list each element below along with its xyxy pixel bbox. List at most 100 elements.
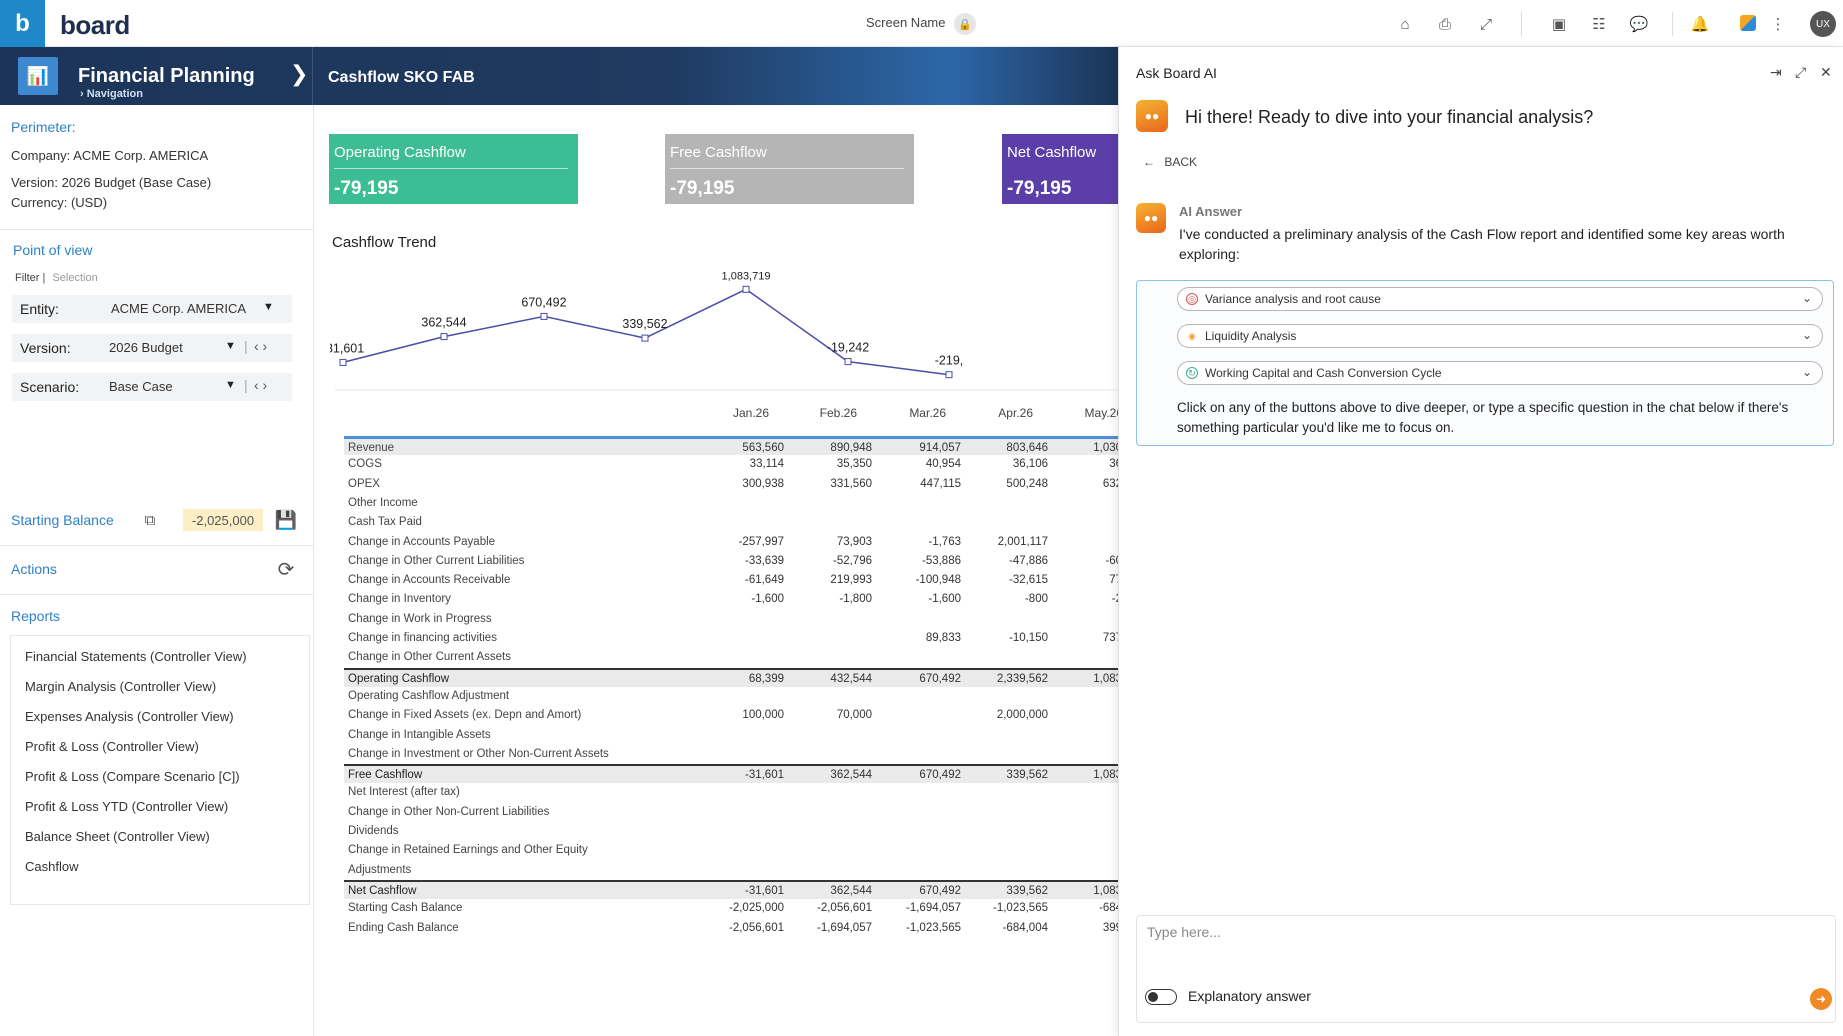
kpi-operating-cashflow[interactable]: Operating Cashflow -79,195 <box>329 134 578 204</box>
table-cell[interactable]: 40,954 <box>925 458 961 471</box>
refresh-icon[interactable]: ⟳ <box>277 558 295 581</box>
data-point[interactable] <box>742 285 750 293</box>
lock-icon[interactable]: 🔒 <box>954 13 976 35</box>
table-row[interactable]: Operating Cashflow Adjustment <box>344 687 1118 706</box>
report-link[interactable]: Profit & Loss (Compare Scenario [C]) <box>25 769 240 784</box>
option-variance-analysis[interactable]: ◎ Variance analysis and root cause ⌄ <box>1177 287 1823 311</box>
table-cell[interactable]: 2,000,000 <box>996 709 1048 722</box>
chat-input-box[interactable]: Type here... Explanatory answer ➜ <box>1136 915 1836 1023</box>
chart-app-icon[interactable]: 📊 <box>18 57 58 95</box>
report-link[interactable]: Cashflow <box>25 859 79 874</box>
table-row[interactable]: Change in Accounts Payable -257,997 73,903… <box>344 533 1138 552</box>
save-icon[interactable]: 💾 <box>274 509 298 530</box>
board-ai-icon[interactable] <box>1740 15 1756 31</box>
table-cell[interactable]: 68,399 <box>748 672 784 685</box>
table-row[interactable]: Ending Cash Balance -2,056,601 -1,694,057 -… <box>344 919 1138 938</box>
table-row[interactable]: Change in Retained Earnings and Other Eq… <box>344 841 1118 860</box>
tab-filter[interactable]: Filter <box>15 272 40 284</box>
entity-select[interactable]: Entity: ACME Corp. AMERICA ▼ <box>12 295 292 323</box>
table-cell[interactable]: 36,106 <box>1012 458 1048 471</box>
table-cell[interactable]: -2,056,601 <box>729 921 784 934</box>
tab-selection[interactable]: Selection <box>52 272 98 284</box>
table-cell[interactable]: -33,639 <box>744 554 784 567</box>
expand-icon[interactable]: ⤢ <box>1795 64 1807 80</box>
table-cell[interactable]: -684,004 <box>1002 921 1048 934</box>
table-cell[interactable]: 339,562 <box>1006 884 1048 897</box>
back-button[interactable]: ← BACK <box>1143 155 1197 169</box>
prev-next-icon[interactable]: ‹ › <box>254 338 268 354</box>
table-cell[interactable]: -47,886 <box>1008 554 1048 567</box>
kpi-free-cashflow[interactable]: Free Cashflow -79,195 <box>665 134 914 204</box>
print-icon[interactable]: ⎙ <box>1438 15 1451 33</box>
table-row[interactable]: Net Cashflow -31,601 362,544 670,492 339,562… <box>344 879 1138 899</box>
data-point[interactable] <box>641 334 649 342</box>
table-cell[interactable]: -1,800 <box>839 593 872 606</box>
table-row[interactable]: Revenue 563,560 890,948 914,057 803,646 1,030… <box>344 436 1138 455</box>
table-row[interactable]: Change in Intangible Assets <box>344 726 1118 745</box>
report-link[interactable]: Financial Statements (Controller View) <box>25 649 247 664</box>
table-cell[interactable]: -31,601 <box>744 884 784 897</box>
table-row[interactable]: Change in Other Current Assets <box>344 648 1118 667</box>
caret-down-icon[interactable]: ▼ <box>263 301 274 313</box>
table-cell[interactable]: -32,615 <box>1008 574 1048 587</box>
table-cell[interactable]: -61,649 <box>744 574 784 587</box>
fullscreen-icon[interactable]: ⤢ <box>1479 15 1492 33</box>
table-row[interactable]: Change in Work in Progress <box>344 610 1118 629</box>
table-cell[interactable]: -100,948 <box>915 574 961 587</box>
table-cell[interactable]: -1,694,057 <box>817 921 872 934</box>
table-cell[interactable]: 670,492 <box>919 672 961 685</box>
table-cell[interactable]: 35,350 <box>836 458 872 471</box>
table-row[interactable]: Change in Fixed Assets (ex. Depn and Amo… <box>344 706 1118 725</box>
caret-down-icon[interactable]: ▼ <box>225 379 236 391</box>
pin-icon[interactable]: ⇥ <box>1770 64 1782 80</box>
table-cell[interactable]: 331,560 <box>830 477 872 490</box>
send-arrow-icon[interactable]: ➜ <box>1810 988 1832 1010</box>
table-cell[interactable]: 362,544 <box>830 769 872 782</box>
version-select[interactable]: Version: 2026 Budget ▼ | ‹ › <box>12 334 292 362</box>
table-cell[interactable]: -1,763 <box>928 535 961 548</box>
breadcrumb-current[interactable]: Cashflow SKO FAB <box>328 69 475 86</box>
table-cell[interactable]: -10,150 <box>1008 632 1048 644</box>
more-vertical-icon[interactable]: ⋮ <box>1770 16 1786 33</box>
user-avatar[interactable]: UX <box>1810 11 1836 37</box>
table-cell[interactable]: -52,796 <box>832 554 872 567</box>
table-cell[interactable]: 89,833 <box>925 632 961 644</box>
scenario-select[interactable]: Scenario: Base Case ▼ | ‹ › <box>12 373 292 401</box>
option-working-capital[interactable]: ↻ Working Capital and Cash Conversion Cy… <box>1177 361 1823 385</box>
bell-icon[interactable]: 🔔 <box>1690 16 1710 33</box>
starting-balance-input[interactable]: -2,025,000 <box>183 509 263 531</box>
table-cell[interactable]: 2,339,562 <box>996 672 1048 685</box>
table-row[interactable]: Adjustments <box>344 861 1118 880</box>
table-cell[interactable]: 362,544 <box>830 884 872 897</box>
table-row[interactable]: Dividends <box>344 822 1118 841</box>
table-cell[interactable]: 300,938 <box>742 477 784 490</box>
table-cell[interactable]: -31,601 <box>744 769 784 782</box>
table-row[interactable]: Change in Other Non-Current Liabilities <box>344 803 1118 822</box>
kpi-net-cashflow[interactable]: Net Cashflow -79,195 <box>1002 134 1118 204</box>
report-link[interactable]: Balance Sheet (Controller View) <box>25 829 210 844</box>
table-row[interactable]: Change in financing activities 89,833 -10,… <box>344 629 1138 648</box>
prev-next-icon[interactable]: ‹ › <box>254 377 268 393</box>
caret-down-icon[interactable]: ▼ <box>225 340 236 352</box>
table-row[interactable]: Cash Tax Paid <box>344 513 1118 532</box>
close-icon[interactable]: ✕ <box>1820 64 1832 80</box>
table-cell[interactable]: 432,544 <box>830 672 872 685</box>
table-row[interactable]: Operating Cashflow 68,399 432,544 670,492 2,… <box>344 667 1138 687</box>
table-row[interactable]: Change in Investment or Other Non-Curren… <box>344 745 1118 764</box>
option-liquidity-analysis[interactable]: ◉ Liquidity Analysis ⌄ <box>1177 324 1823 348</box>
data-point[interactable] <box>440 333 448 341</box>
table-cell[interactable]: 914,057 <box>919 442 961 454</box>
table-row[interactable]: Other Income <box>344 494 1118 513</box>
data-point[interactable] <box>945 371 953 379</box>
table-cell[interactable]: -53,886 <box>921 554 961 567</box>
table-cell[interactable]: -800 <box>1024 593 1048 606</box>
table-cell[interactable]: 70,000 <box>836 709 872 722</box>
table-cell[interactable]: -1,600 <box>928 593 961 606</box>
table-row[interactable]: Change in Other Current Liabilities -33,6… <box>344 552 1138 571</box>
table-row[interactable]: Change in Inventory -1,600 -1,800 -1,600 -80… <box>344 590 1138 609</box>
report-link[interactable]: Profit & Loss YTD (Controller View) <box>25 799 229 814</box>
table-cell[interactable]: 803,646 <box>1006 442 1048 454</box>
data-point[interactable] <box>339 358 347 366</box>
